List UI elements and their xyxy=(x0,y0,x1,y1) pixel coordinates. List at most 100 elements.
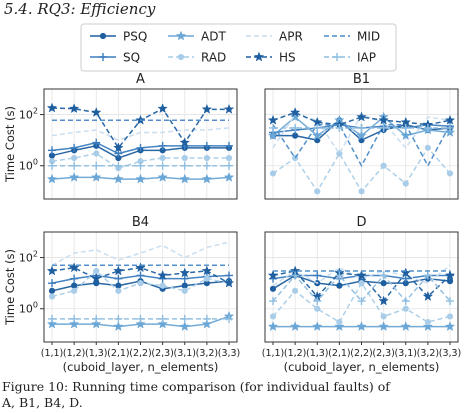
point-psq xyxy=(336,282,343,289)
panel-title-a: A xyxy=(136,72,145,87)
point-adt xyxy=(400,321,411,332)
point-rad xyxy=(358,188,365,195)
x-tick-label-b4: (3,2) xyxy=(196,348,219,359)
x-tick-label-b4: (1,1) xyxy=(41,348,64,359)
point-iap xyxy=(180,161,189,170)
point-rad xyxy=(93,267,100,275)
legend-entry-mid: MID xyxy=(324,30,380,44)
panel-b1: B1 xyxy=(264,72,459,200)
x-tick-label-d: (2,2) xyxy=(350,348,373,359)
series-group-a xyxy=(46,102,235,184)
point-adt xyxy=(444,321,456,332)
point-iap xyxy=(114,314,123,323)
y-tick-label-b4: 100 xyxy=(19,301,38,316)
point-iap xyxy=(357,297,366,306)
point-iap xyxy=(202,161,211,170)
point-rad xyxy=(137,280,144,287)
point-adt xyxy=(223,171,235,182)
point-iap xyxy=(48,161,56,170)
point-iap xyxy=(401,297,410,306)
point-sq xyxy=(48,146,56,155)
legend-entry-adt: ADT xyxy=(168,30,226,44)
point-hs xyxy=(422,291,434,301)
legend-marker-psq xyxy=(99,32,107,40)
series-line-apr xyxy=(51,127,230,141)
point-rad xyxy=(402,180,409,187)
point-iap xyxy=(70,314,79,323)
point-rad xyxy=(292,287,299,294)
legend-label-rad: RAD xyxy=(201,51,226,65)
point-iap xyxy=(313,123,322,132)
legend-label-apr: APR xyxy=(279,30,303,44)
point-rad xyxy=(336,318,343,326)
point-hs xyxy=(356,111,367,122)
point-hs xyxy=(113,265,124,276)
point-rad xyxy=(358,280,365,287)
point-hs xyxy=(157,103,168,114)
point-iap xyxy=(423,123,432,132)
point-iap xyxy=(180,314,189,323)
point-hs xyxy=(46,265,58,276)
x-tick-label-d: (3,2) xyxy=(417,348,440,359)
point-adt xyxy=(91,318,102,329)
point-sq xyxy=(70,143,79,152)
point-psq xyxy=(269,285,277,292)
point-hs xyxy=(201,265,213,276)
x-tick-label-b4: (3,3) xyxy=(218,348,241,359)
point-hs xyxy=(68,103,80,114)
legend-marker-sq xyxy=(99,53,107,61)
point-sq xyxy=(114,149,123,158)
y-tick-label-a: 100 xyxy=(19,158,38,173)
legend-entry-iap: IAP xyxy=(324,51,376,65)
legend: PSQ ADT APR MID SQ RAD HS IAP xyxy=(80,23,397,72)
point-hs xyxy=(201,103,213,114)
point-adt xyxy=(312,321,323,332)
point-adt xyxy=(201,173,213,184)
point-sq xyxy=(313,271,322,280)
point-psq xyxy=(181,282,188,289)
point-sq xyxy=(136,143,145,152)
panel-frame-b1 xyxy=(264,88,459,200)
point-adt xyxy=(356,130,367,141)
point-rad xyxy=(446,313,454,320)
point-adt xyxy=(179,321,190,332)
point-iap xyxy=(335,123,344,132)
y-axis-label-a: Time Cost (s) xyxy=(3,106,17,183)
point-psq xyxy=(48,287,56,294)
point-hs xyxy=(68,262,80,273)
point-adt xyxy=(135,173,146,184)
point-adt xyxy=(68,318,80,329)
point-iap xyxy=(357,123,366,132)
point-hs xyxy=(179,137,191,148)
series-line-apr xyxy=(51,241,230,266)
point-rad xyxy=(93,150,100,157)
legend-label-psq: PSQ xyxy=(123,30,147,44)
caption-line-1: Figure 10: Running time comparison (for … xyxy=(2,379,390,394)
legend-label-sq: SQ xyxy=(123,51,140,65)
point-iap xyxy=(136,314,145,323)
point-hs xyxy=(378,295,389,306)
series-line-hs xyxy=(272,111,451,126)
legend-entry-psq: PSQ xyxy=(90,30,147,44)
x-tick-label-d: (3,3) xyxy=(439,348,462,359)
point-adt xyxy=(444,126,456,137)
point-iap xyxy=(136,161,145,170)
point-sq xyxy=(158,141,167,150)
point-rad xyxy=(314,305,321,312)
point-hs xyxy=(135,262,146,273)
point-hs xyxy=(90,273,102,284)
point-iap xyxy=(269,297,277,306)
point-psq xyxy=(115,282,122,289)
point-rad xyxy=(181,287,188,294)
point-iap xyxy=(379,271,388,280)
point-psq xyxy=(71,282,78,289)
point-iap xyxy=(401,123,410,132)
point-adt xyxy=(157,318,168,329)
point-hs xyxy=(289,107,301,118)
point-iap xyxy=(92,161,101,170)
point-rad xyxy=(424,318,431,326)
x-tick-label-d: (2,1) xyxy=(328,348,351,359)
y-tick-label-b4: 102 xyxy=(19,250,38,265)
